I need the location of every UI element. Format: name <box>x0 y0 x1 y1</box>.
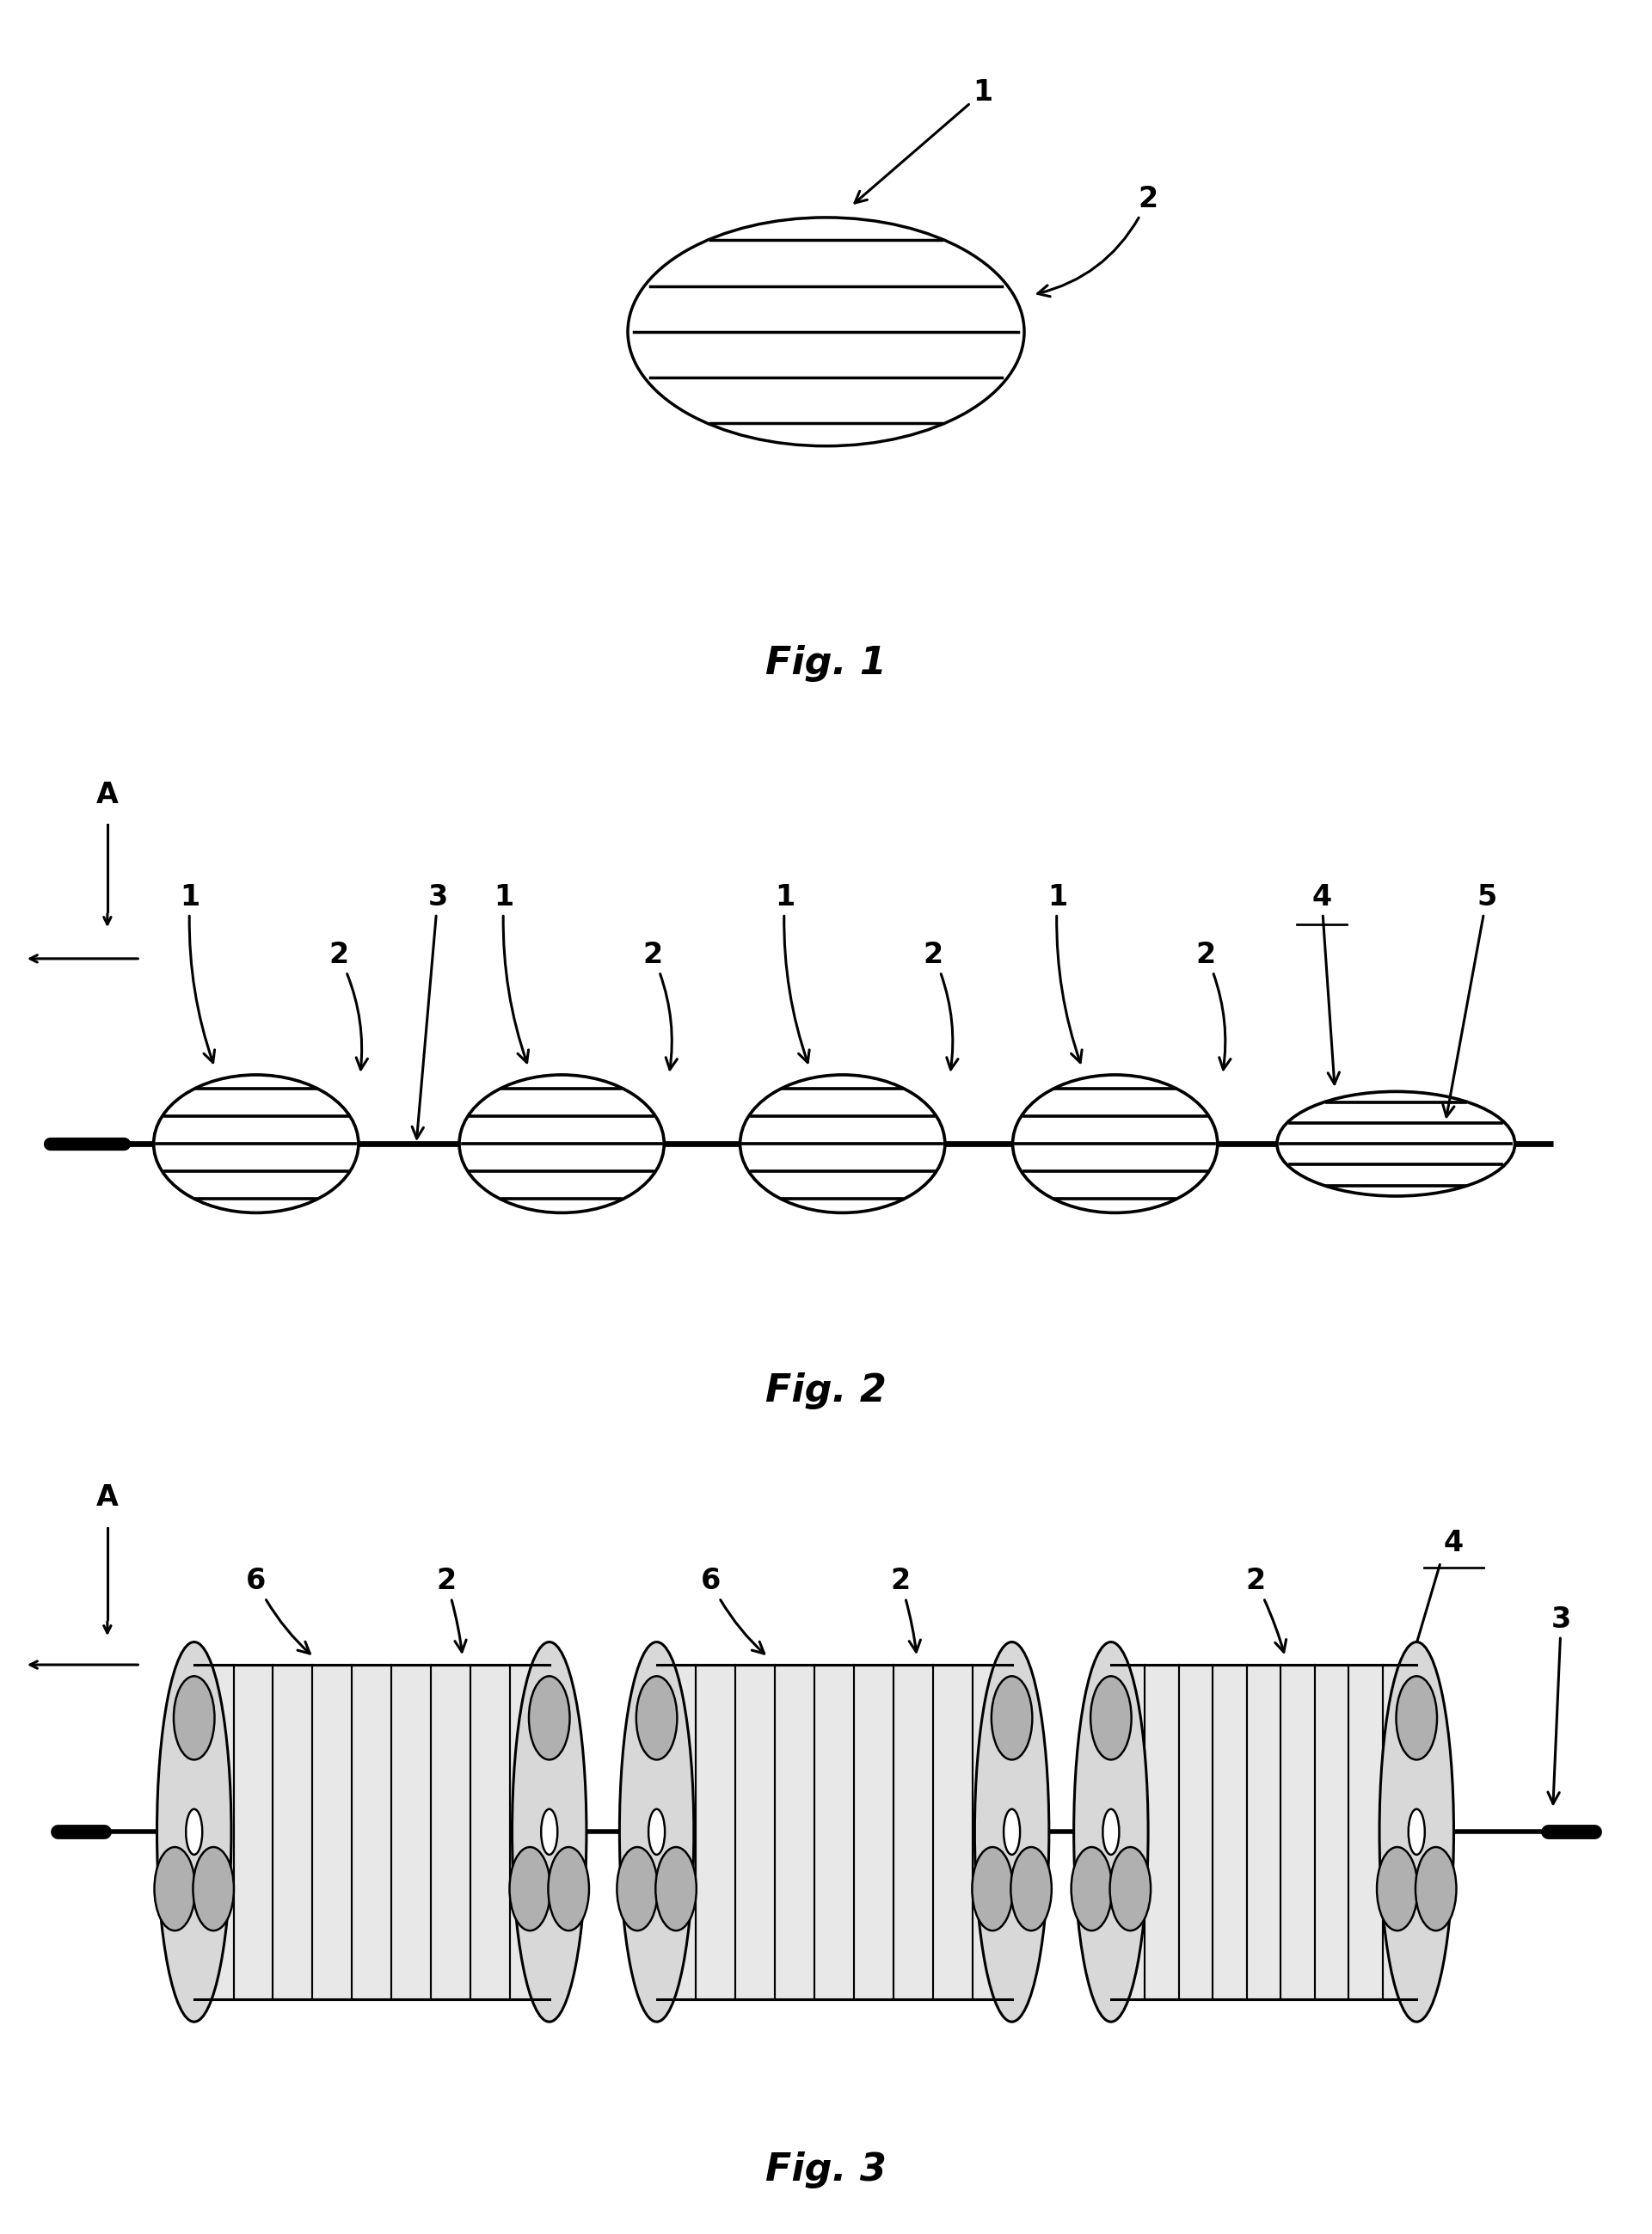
Ellipse shape <box>187 1810 202 1854</box>
Text: 3: 3 <box>1548 1604 1571 1803</box>
Ellipse shape <box>154 1848 195 1930</box>
Text: 6: 6 <box>246 1566 311 1653</box>
Ellipse shape <box>548 1848 590 1930</box>
Bar <box>195 1664 548 1999</box>
Ellipse shape <box>975 1642 1049 2022</box>
Ellipse shape <box>542 1810 557 1854</box>
Bar <box>1110 1664 1416 1999</box>
Ellipse shape <box>193 1848 235 1930</box>
Text: 1: 1 <box>1047 882 1082 1063</box>
Ellipse shape <box>971 1848 1013 1930</box>
Text: 2: 2 <box>436 1566 466 1651</box>
Ellipse shape <box>991 1676 1032 1760</box>
Text: 2: 2 <box>1037 185 1158 297</box>
Ellipse shape <box>649 1810 664 1854</box>
Text: 4: 4 <box>1312 882 1340 1083</box>
Ellipse shape <box>1409 1810 1424 1854</box>
Ellipse shape <box>1074 1642 1148 2022</box>
Ellipse shape <box>1004 1810 1019 1854</box>
Text: 2: 2 <box>923 941 958 1070</box>
Text: 1: 1 <box>494 882 529 1063</box>
Text: 1: 1 <box>775 882 809 1063</box>
Ellipse shape <box>1013 1075 1218 1213</box>
Text: Fig. 3: Fig. 3 <box>765 2151 887 2189</box>
Ellipse shape <box>1396 1676 1437 1760</box>
Ellipse shape <box>173 1676 215 1760</box>
Text: A: A <box>96 1483 119 1512</box>
Ellipse shape <box>1090 1676 1132 1760</box>
Text: Fig. 2: Fig. 2 <box>765 1372 887 1410</box>
Text: 1: 1 <box>854 78 993 203</box>
Ellipse shape <box>1379 1642 1454 2022</box>
Ellipse shape <box>1416 1848 1457 1930</box>
Ellipse shape <box>656 1848 697 1930</box>
Ellipse shape <box>459 1075 664 1213</box>
Ellipse shape <box>628 217 1024 447</box>
Text: 2: 2 <box>890 1566 920 1651</box>
Ellipse shape <box>154 1075 358 1213</box>
Text: A: A <box>96 782 119 809</box>
Ellipse shape <box>616 1848 657 1930</box>
Ellipse shape <box>1110 1848 1151 1930</box>
Bar <box>657 1664 1011 1999</box>
Ellipse shape <box>157 1642 231 2022</box>
Text: 2: 2 <box>1196 941 1231 1070</box>
Ellipse shape <box>636 1676 677 1760</box>
Ellipse shape <box>740 1075 945 1213</box>
Ellipse shape <box>1277 1092 1515 1195</box>
Text: 2: 2 <box>1246 1566 1287 1653</box>
Ellipse shape <box>512 1642 586 2022</box>
Text: 1: 1 <box>180 882 215 1063</box>
Text: 6: 6 <box>700 1566 765 1653</box>
Text: 5: 5 <box>1442 882 1497 1117</box>
Text: 2: 2 <box>643 941 677 1070</box>
Ellipse shape <box>1104 1810 1118 1854</box>
Ellipse shape <box>1011 1848 1052 1930</box>
Text: Fig. 1: Fig. 1 <box>765 646 887 681</box>
Ellipse shape <box>620 1642 694 2022</box>
Ellipse shape <box>509 1848 550 1930</box>
Ellipse shape <box>529 1676 570 1760</box>
Ellipse shape <box>1376 1848 1417 1930</box>
Text: 4: 4 <box>1444 1528 1464 1557</box>
Text: 3: 3 <box>411 882 448 1139</box>
Ellipse shape <box>1070 1848 1112 1930</box>
Text: 2: 2 <box>329 941 368 1070</box>
